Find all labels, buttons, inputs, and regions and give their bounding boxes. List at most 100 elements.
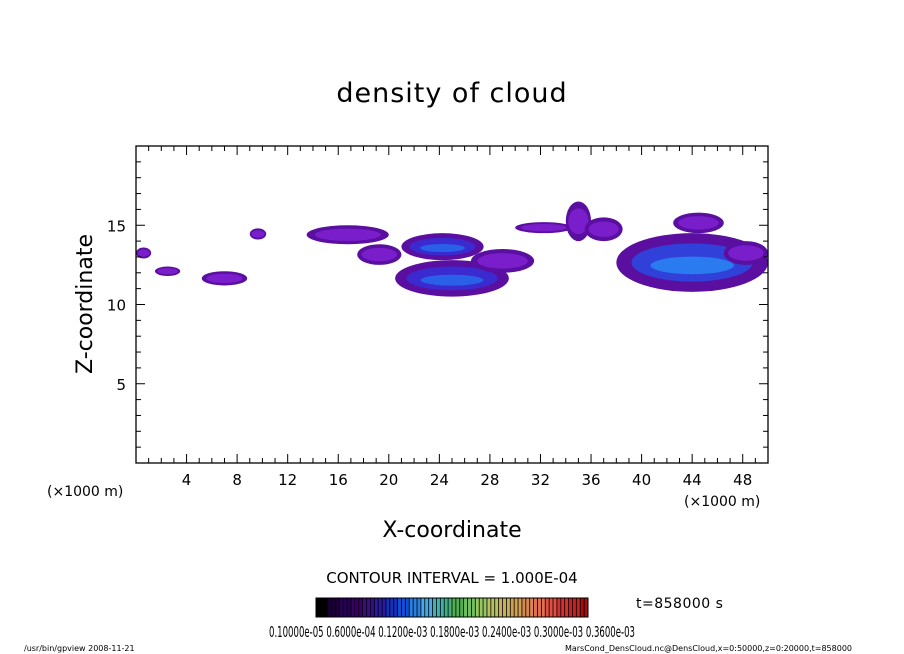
colorbar-swatch xyxy=(486,598,492,617)
colorbar-swatch xyxy=(370,598,375,617)
colorbar-swatch xyxy=(533,598,538,617)
colorbar-swatch xyxy=(448,598,453,617)
cloud-region-peak xyxy=(420,274,484,286)
colorbar-swatch xyxy=(452,598,457,617)
y-tick-label: 15 xyxy=(107,217,126,235)
colorbar-swatch xyxy=(444,598,449,617)
cloud-region-core xyxy=(251,230,265,238)
colorbar-swatch xyxy=(385,598,391,617)
footer-right: MarsCond_DensCloud.nc@DensCloud,x=0:5000… xyxy=(565,644,852,653)
colorbar-swatch xyxy=(467,598,472,617)
cloud-field xyxy=(136,201,768,297)
x-tick-label: 40 xyxy=(632,471,651,489)
colorbar-swatch xyxy=(413,598,418,617)
cloud-region-core xyxy=(678,216,719,230)
x-tick-label: 20 xyxy=(379,471,398,489)
colorbar-frame xyxy=(315,597,589,618)
x-tick-label: 4 xyxy=(182,471,192,489)
cloud-region-peak xyxy=(650,256,734,275)
colorbar-swatch xyxy=(576,598,581,617)
cloud-region-core xyxy=(314,228,381,241)
colorbar-swatch xyxy=(529,598,534,617)
colorbar-swatch xyxy=(541,598,546,617)
colorbar-swatch xyxy=(436,598,441,617)
colorbar-swatch xyxy=(549,598,554,617)
colorbar-swatch xyxy=(568,598,573,617)
colorbar-swatch xyxy=(518,598,523,617)
x-tick-label: 12 xyxy=(278,471,297,489)
colorbar-swatch xyxy=(347,598,352,617)
cloud-region-core xyxy=(137,249,150,257)
colorbar-swatch xyxy=(405,598,410,617)
y-axis-label: Z-coordinate xyxy=(73,234,98,374)
colorbar-swatch xyxy=(525,598,531,617)
colorbar-swatch xyxy=(343,598,348,617)
plot-frame xyxy=(135,145,769,464)
colorbar-swatch xyxy=(483,598,488,617)
x-tick-label: 24 xyxy=(430,471,449,489)
x-tick-label: 16 xyxy=(329,471,348,489)
colorbar-swatch xyxy=(335,598,340,617)
colorbar-swatch xyxy=(378,598,383,617)
colorbar-swatch xyxy=(459,598,464,617)
colorbar-swatch xyxy=(560,598,565,617)
colorbar-swatch xyxy=(521,598,527,617)
colorbar-swatch xyxy=(463,598,468,617)
cloud-region-core xyxy=(157,268,178,275)
cloud-region-core xyxy=(568,208,589,235)
chart-title: density of cloud xyxy=(336,78,567,109)
colorbar-swatch xyxy=(327,598,332,617)
colorbar-swatch xyxy=(556,598,562,617)
colorbar-swatch xyxy=(564,598,569,617)
colorbar-swatch xyxy=(584,598,589,617)
colorbar-swatch xyxy=(417,598,422,617)
colorbar-swatch xyxy=(350,598,356,617)
colorbar-swatch xyxy=(580,598,585,617)
colorbar-swatch xyxy=(553,598,558,617)
y-tick-label: 10 xyxy=(107,297,126,315)
colorbar-swatch xyxy=(572,598,577,617)
colorbar-swatch xyxy=(506,598,511,617)
x-axis-label: X-coordinate xyxy=(382,518,521,543)
cloud-region-core xyxy=(477,253,528,269)
contour-interval-label: CONTOUR INTERVAL = 1.000E-04 xyxy=(326,569,577,587)
time-label: t=858000 s xyxy=(636,596,723,612)
colorbar-swatch xyxy=(401,598,406,617)
cloud-region-core xyxy=(520,224,567,232)
cloud-region-peak xyxy=(419,243,466,253)
colorbar-swatch xyxy=(475,598,480,617)
colorbar-swatch xyxy=(545,598,550,617)
colorbar-swatch xyxy=(428,598,433,617)
y-axis-units: (×1000 m) xyxy=(47,484,123,500)
colorbar-swatch xyxy=(323,598,328,617)
cloud-region-core xyxy=(588,221,619,237)
colorbar-swatch xyxy=(316,598,321,617)
colorbar-swatch xyxy=(354,598,360,617)
colorbar-swatch xyxy=(366,598,371,617)
x-tick-label: 28 xyxy=(480,471,499,489)
colorbar-swatch xyxy=(382,598,387,617)
cloud-region-core xyxy=(206,273,243,283)
colorbar-swatch xyxy=(397,598,402,617)
colorbar-swatch xyxy=(479,598,484,617)
colorbar-swatch xyxy=(358,598,363,617)
colorbar-swatch xyxy=(362,598,367,617)
colorbar-tick-labels: 0.10000e-05 0.6000e-04 0.1200e-03 0.1800… xyxy=(269,623,635,641)
colorbar-swatch xyxy=(409,598,414,617)
colorbar-swatch xyxy=(420,598,426,617)
x-tick-label: 36 xyxy=(581,471,600,489)
colorbar-swatch xyxy=(319,598,325,617)
colorbar-swatch xyxy=(393,598,398,617)
cloud-region-core xyxy=(728,245,764,261)
y-tick-label: 5 xyxy=(116,376,126,394)
colorbar-swatch xyxy=(514,598,519,617)
colorbar-swatch xyxy=(502,598,507,617)
cloud-region-core xyxy=(361,247,398,262)
colorbar-swatch xyxy=(389,598,395,617)
colorbar-swatch xyxy=(490,598,496,617)
x-axis-units: (×1000 m) xyxy=(684,494,760,510)
x-tick-label: 32 xyxy=(531,471,550,489)
colorbar-swatch xyxy=(510,598,515,617)
